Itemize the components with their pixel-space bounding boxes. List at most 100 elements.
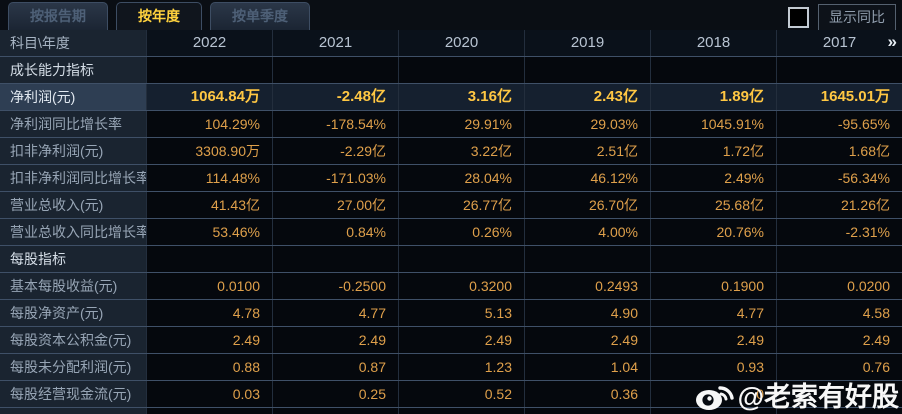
table-row[interactable]: 净利润(元) 1064.84万 -2.48亿 3.16亿 2.43亿 1.89亿 1645… [0,84,902,111]
year-header-cell[interactable]: 2018 [650,30,776,56]
value-cell: 41.43亿 [146,192,272,218]
row-label: 每股未分配利润(元) [0,354,146,380]
value-cell: 5.13 [398,300,524,326]
value-cell: 4.00% [524,219,650,245]
show-yoy-checkbox[interactable] [788,7,809,28]
value-cell [272,246,398,272]
value-cell: 1.23 [398,354,524,380]
value-cell: 104.29% [146,111,272,137]
table-row[interactable]: 每股经营现金流(元) 0.03 0.25 0.52 0.36 0 [0,381,902,408]
data-table: 科目\年度 2022 2021 2020 2019 2018 2017» 成长能力指标 净… [0,30,902,414]
value-cell: 0.03 [146,381,272,407]
value-cell [776,246,902,272]
value-cell: 0.84% [272,219,398,245]
value-cell: 0.1900 [650,273,776,299]
year-header-cell[interactable]: 2021 [272,30,398,56]
value-cell [146,57,272,83]
table-row[interactable]: 每股未分配利润(元) 0.88 0.87 1.23 1.04 0.93 0.76 [0,354,902,381]
tab-2[interactable]: 按单季度 [210,2,310,30]
value-cell: 2.51亿 [524,138,650,164]
value-cell: -2.29亿 [272,138,398,164]
value-cell: 1.89亿 [650,84,776,110]
value-cell [524,246,650,272]
row-label: 扣非净利润(元) [0,138,146,164]
table-row[interactable]: 扣非净利润(元) 3308.90万 -2.29亿 3.22亿 2.51亿 1.72亿 1.… [0,138,902,165]
row-label: 营业总收入同比增长率 [0,219,146,245]
value-cell: 2.49 [398,327,524,353]
value-cell: 29.03% [524,111,650,137]
value-cell: 2.49 [524,327,650,353]
value-cell [650,246,776,272]
tab-1[interactable]: 按年度 [116,2,202,30]
table-row[interactable]: 净利润同比增长率 104.29% -178.54% 29.91% 29.03% 1045… [0,111,902,138]
row-label: 每股资本公积金(元) [0,327,146,353]
value-cell: 2.49 [650,327,776,353]
show-yoy-control: 显示同比 [788,4,896,31]
table-row[interactable]: 每股资本公积金(元) 2.49 2.49 2.49 2.49 2.49 2.49 [0,327,902,354]
value-cell: 3308.90万 [146,138,272,164]
value-cell [272,57,398,83]
row-label: 净利润同比增长率 [0,111,146,137]
value-cell: 0.93 [650,354,776,380]
value-cell [146,246,272,272]
year-header-cell[interactable]: 2019 [524,30,650,56]
value-cell: 1.04 [524,354,650,380]
more-years-icon[interactable]: » [887,32,897,51]
tab-0[interactable]: 按报告期 [8,2,108,30]
table-header-row: 科目\年度 2022 2021 2020 2019 2018 2017» [0,30,902,57]
value-cell: 1.72亿 [650,138,776,164]
year-header-cell[interactable]: 2020 [398,30,524,56]
table-row[interactable]: 每股指标 [0,246,902,273]
value-cell: -171.03% [272,165,398,191]
table-row[interactable]: 营业总收入(元) 41.43亿 27.00亿 26.77亿 26.70亿 25.68亿 2… [0,192,902,219]
value-cell: -56.34% [776,165,902,191]
value-cell [524,57,650,83]
value-cell: 2.49 [272,327,398,353]
value-cell: 25.68亿 [650,192,776,218]
row-label: 每股经营现金流(元) [0,381,146,407]
corner-label: 科目\年度 [0,30,146,56]
row-label: 每股指标 [0,246,146,272]
tab-list: 按报告期 按年度 按单季度 [8,2,310,30]
value-cell: 4.78 [146,300,272,326]
value-cell: 4.58 [776,300,902,326]
value-cell [650,57,776,83]
value-cell: 0.87 [272,354,398,380]
row-label: 营业总收入(元) [0,192,146,218]
row-label: 每股净资产(元) [0,300,146,326]
value-cell: -2.48亿 [272,84,398,110]
value-cell: 2.49 [146,327,272,353]
value-cell: 0.0100 [146,273,272,299]
value-cell: 4.77 [272,300,398,326]
year-header-cell[interactable]: 2022 [146,30,272,56]
value-cell: 2.49 [776,327,902,353]
table-row[interactable]: 成长能力指标 [0,57,902,84]
year-header-cell[interactable]: 2017» [776,30,902,56]
value-cell: 2.43亿 [524,84,650,110]
value-cell: 3.22亿 [398,138,524,164]
value-cell: 28.04% [398,165,524,191]
value-cell: 4.90 [524,300,650,326]
value-cell: 53.46% [146,219,272,245]
value-cell: -2.31% [776,219,902,245]
value-cell: 20.76% [650,219,776,245]
value-cell: 1645.01万 [776,84,902,110]
value-cell: 29.91% [398,111,524,137]
table-row[interactable]: 扣非净利润同比增长率 114.48% -171.03% 28.04% 46.12% 2.… [0,165,902,192]
show-yoy-label[interactable]: 显示同比 [818,4,896,31]
value-cell: 46.12% [524,165,650,191]
row-label: 扣非净利润同比增长率 [0,165,146,191]
value-cell: 0.88 [146,354,272,380]
value-cell [398,246,524,272]
value-cell: 114.48% [146,165,272,191]
table-row[interactable]: 基本每股收益(元) 0.0100 -0.2500 0.3200 0.2493 0.190… [0,273,902,300]
value-cell [398,57,524,83]
value-cell: 0.36 [524,381,650,407]
tab-bar: 按报告期 按年度 按单季度 显示同比 [0,0,902,31]
value-cell: 3.16亿 [398,84,524,110]
value-cell: 0.2493 [524,273,650,299]
table-row[interactable]: 每股净资产(元) 4.78 4.77 5.13 4.90 4.77 4.58 [0,300,902,327]
table-row[interactable]: 营业总收入同比增长率 53.46% 0.84% 0.26% 4.00% 20.76% -2… [0,219,902,246]
value-cell: 0.25 [272,381,398,407]
